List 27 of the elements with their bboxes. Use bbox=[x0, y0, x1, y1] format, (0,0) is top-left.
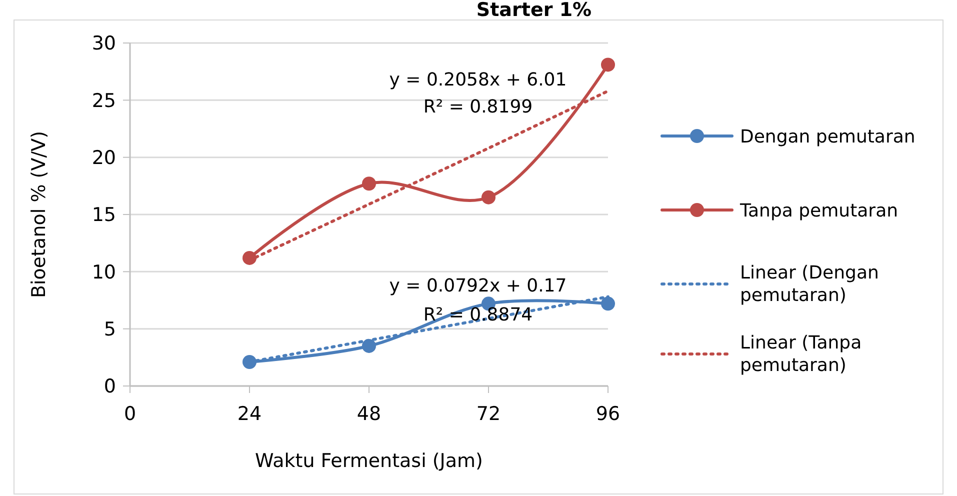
x-tick-label: 72 bbox=[476, 403, 501, 425]
annotation: y = 0.2058x + 6.01 bbox=[389, 69, 567, 90]
y-tick-label: 25 bbox=[92, 90, 116, 112]
point bbox=[362, 176, 376, 191]
point bbox=[362, 338, 376, 353]
y-tick-label: 0 bbox=[104, 376, 116, 398]
annotation: R² = 0.8199 bbox=[423, 96, 533, 118]
x-tick-label: 24 bbox=[237, 403, 262, 425]
point bbox=[601, 296, 615, 311]
legend-label: Linear (Dengan pemutaran) bbox=[740, 262, 879, 306]
chart-title: Starter 1% bbox=[476, 0, 592, 21]
x-tick-label: 96 bbox=[596, 403, 620, 425]
y-tick-label: 20 bbox=[92, 146, 116, 169]
annotation: y = 0.0792x + 0.17 bbox=[389, 275, 567, 296]
y-tick-label: 10 bbox=[92, 261, 116, 284]
y-tick-label: 15 bbox=[92, 204, 116, 226]
legend-label: Linear (Tanpa pemutaran) bbox=[740, 332, 862, 376]
y-tick-label: 30 bbox=[92, 32, 116, 55]
point bbox=[482, 190, 496, 204]
x-axis-title: Waktu Fermentasi (Jam) bbox=[255, 450, 483, 472]
x-tick-label: 0 bbox=[124, 403, 136, 425]
legend-label: Dengan pemutaran bbox=[740, 126, 916, 148]
legend-label: Tanpa pemutaran bbox=[739, 200, 898, 222]
x-tick-label: 48 bbox=[356, 403, 382, 425]
y-axis-title: Bioetanol % (V/V) bbox=[28, 130, 50, 298]
y-tick-label: 5 bbox=[104, 318, 116, 340]
point bbox=[601, 58, 615, 72]
